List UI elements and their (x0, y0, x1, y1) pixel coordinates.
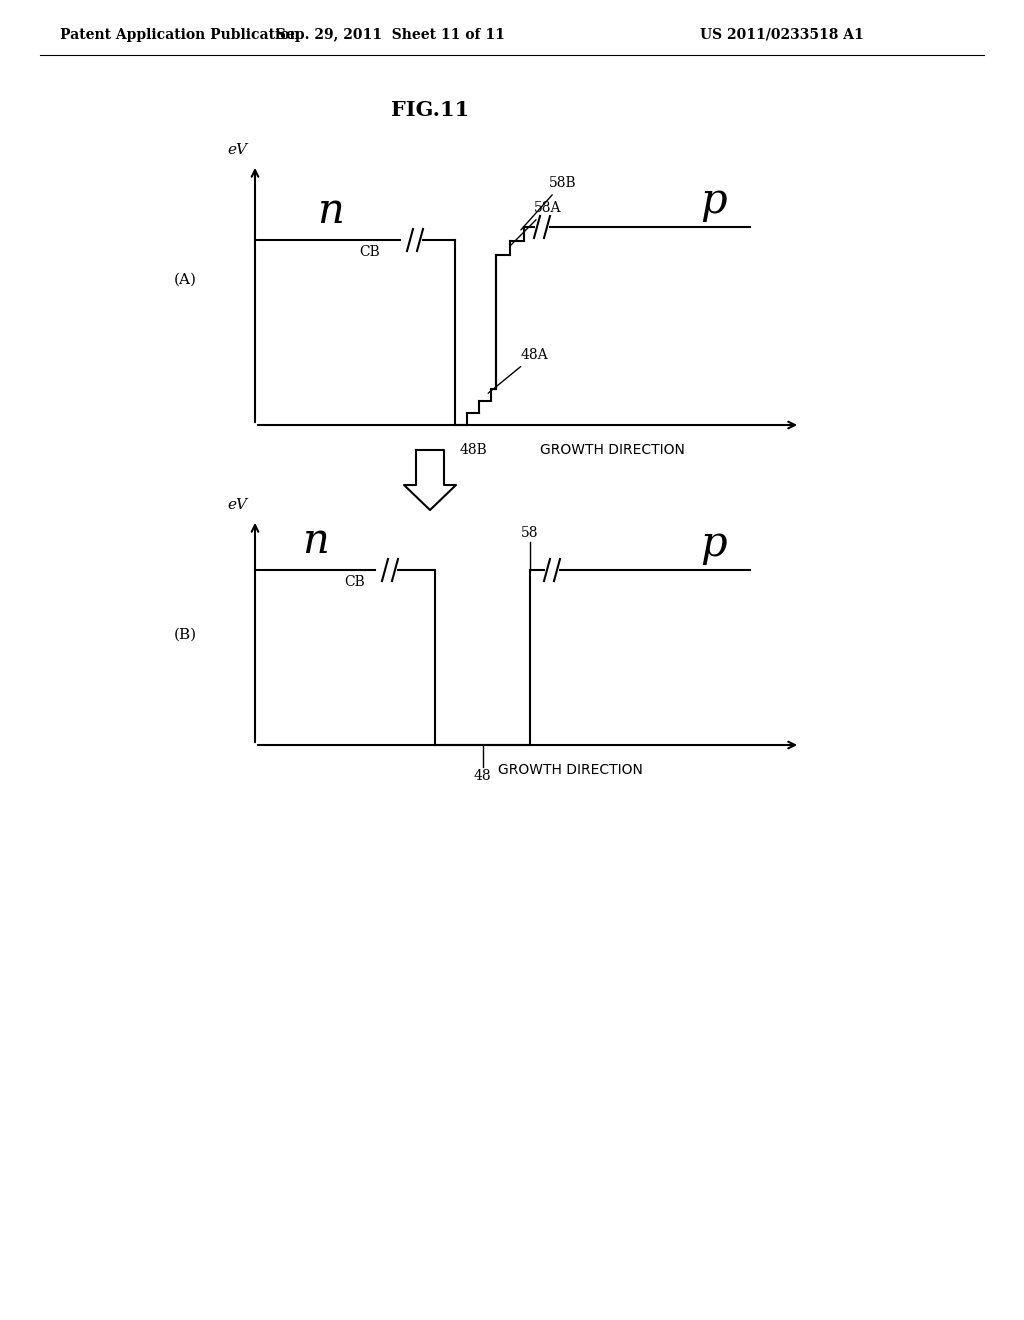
Text: eV: eV (227, 498, 247, 512)
Text: 48: 48 (474, 770, 492, 783)
Text: (B): (B) (173, 628, 197, 642)
Text: 58A: 58A (510, 201, 561, 246)
Text: p: p (700, 180, 727, 222)
Text: US 2011/0233518 A1: US 2011/0233518 A1 (700, 28, 864, 42)
Text: eV: eV (227, 143, 247, 157)
Text: n: n (316, 190, 343, 232)
Text: (A): (A) (173, 273, 197, 286)
Text: 58B: 58B (521, 176, 577, 230)
Text: 58: 58 (521, 525, 539, 540)
Text: CB: CB (359, 246, 380, 259)
Text: FIG.11: FIG.11 (391, 100, 469, 120)
Text: 48A: 48A (488, 348, 549, 393)
Text: GROWTH DIRECTION: GROWTH DIRECTION (498, 763, 643, 777)
Text: n: n (302, 520, 329, 562)
Text: Patent Application Publication: Patent Application Publication (60, 28, 300, 42)
Text: CB: CB (345, 576, 366, 589)
Text: GROWTH DIRECTION: GROWTH DIRECTION (540, 444, 685, 457)
Text: 48B: 48B (460, 444, 487, 457)
Text: p: p (700, 523, 727, 565)
Text: Sep. 29, 2011  Sheet 11 of 11: Sep. 29, 2011 Sheet 11 of 11 (275, 28, 505, 42)
